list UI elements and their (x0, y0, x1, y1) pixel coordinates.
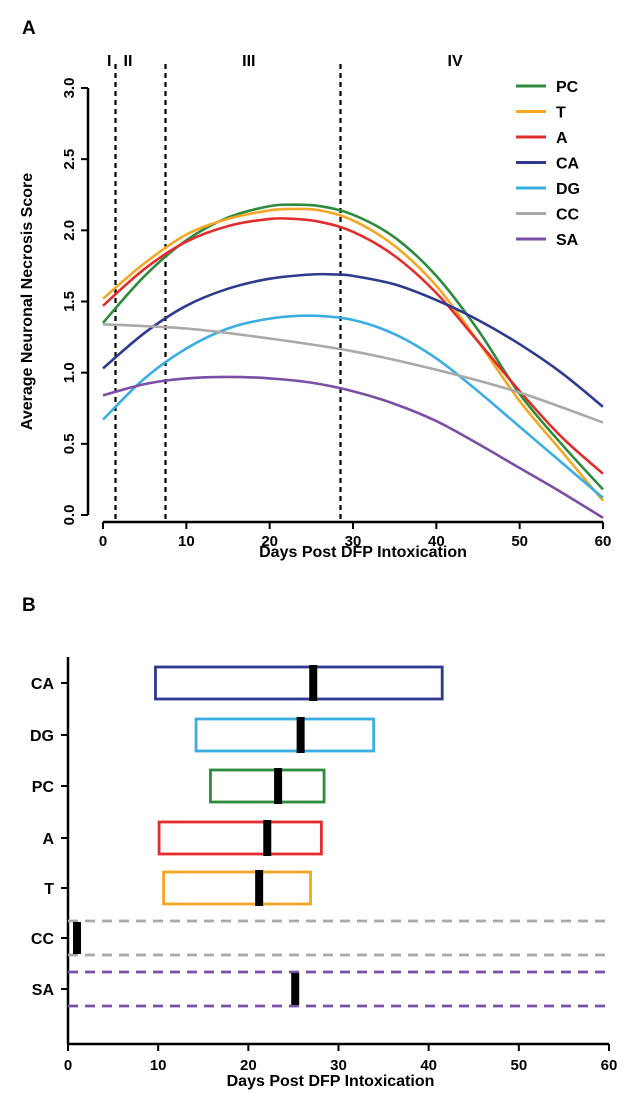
legend-label-a: A (556, 130, 568, 147)
x-tick-label: 10 (178, 533, 195, 550)
panel-a-chart: 0.0 0.5 1.0 1.5 2.0 2.5 3.0 0 10 20 30 40 50 60 Days P… (19, 53, 611, 561)
y-tick-label: 2.0 (61, 220, 78, 241)
x-tick-label: 10 (150, 1057, 167, 1074)
range-box-t (162, 870, 312, 906)
peak-marker-sa (291, 973, 300, 1005)
y-tick-label: 1.5 (61, 291, 78, 312)
phase-label: IV (448, 53, 463, 70)
y-tick-label: 0.5 (61, 433, 78, 454)
row-label-ca: CA (31, 676, 55, 693)
series-line-a (102, 217, 604, 475)
legend-label-ca: CA (556, 156, 580, 173)
series-line-t (102, 207, 604, 502)
series-line-sa (102, 375, 604, 519)
peak-marker-a (263, 820, 272, 856)
row-label-pc: PC (32, 779, 55, 796)
range-box-ca (154, 665, 444, 701)
x-tick-label: 20 (261, 533, 278, 550)
legend-label-pc: PC (556, 79, 579, 96)
y-tick-label: 2.5 (61, 149, 78, 170)
x-tick-label: 30 (330, 1057, 347, 1074)
panel-b-label: B (22, 595, 36, 616)
legend-label-cc: CC (556, 207, 580, 224)
peak-marker-t (255, 870, 264, 906)
peak-marker-pc (274, 768, 283, 804)
phase-label: II (124, 53, 133, 70)
y-tick-label: 0.0 (61, 505, 78, 526)
series-line-ca (102, 272, 604, 408)
series-line-dg (102, 314, 604, 499)
row-label-cc: CC (31, 931, 55, 948)
range-box-pc (209, 768, 326, 804)
x-tick-label: 60 (595, 533, 612, 550)
y-tick-label: 1.0 (61, 362, 78, 383)
panel-a-label: A (22, 18, 36, 39)
row-label-dg: DG (30, 728, 54, 745)
legend-label-t: T (556, 105, 566, 122)
row-label-a: A (42, 831, 54, 848)
x-tick-label: 0 (64, 1057, 72, 1074)
x-tick-label: 40 (420, 1057, 437, 1074)
x-tick-label: 20 (240, 1057, 257, 1074)
row-label-t: T (44, 881, 54, 898)
y-tick-label: 3.0 (61, 78, 78, 99)
x-axis-title: Days Post DFP Intoxication (227, 1073, 435, 1090)
row-label-sa: SA (32, 982, 55, 999)
panel-b-chart: 0 10 20 30 40 50 60 Days Post DFP Intoxication C… (30, 657, 617, 1090)
x-tick-label: 0 (99, 533, 107, 550)
x-axis-title: Days Post DFP Intoxication (259, 544, 467, 561)
legend-label-sa: SA (556, 232, 579, 249)
x-tick-label: 50 (510, 1057, 527, 1074)
x-tick-label: 50 (511, 533, 528, 550)
range-box-a (157, 820, 323, 856)
y-axis-title: Average Neuronal Necrosis Score (19, 173, 36, 430)
phase-label: I (107, 53, 111, 70)
peak-marker-cc (73, 922, 82, 954)
peak-marker-ca (309, 665, 318, 701)
peak-marker-dg (296, 717, 305, 753)
x-tick-label: 40 (428, 533, 445, 550)
phase-label: III (242, 53, 255, 70)
x-tick-label: 60 (601, 1057, 618, 1074)
series-line-cc (102, 323, 604, 424)
x-tick-label: 30 (345, 533, 362, 550)
range-box-dg (194, 717, 376, 753)
legend-label-dg: DG (556, 181, 580, 198)
